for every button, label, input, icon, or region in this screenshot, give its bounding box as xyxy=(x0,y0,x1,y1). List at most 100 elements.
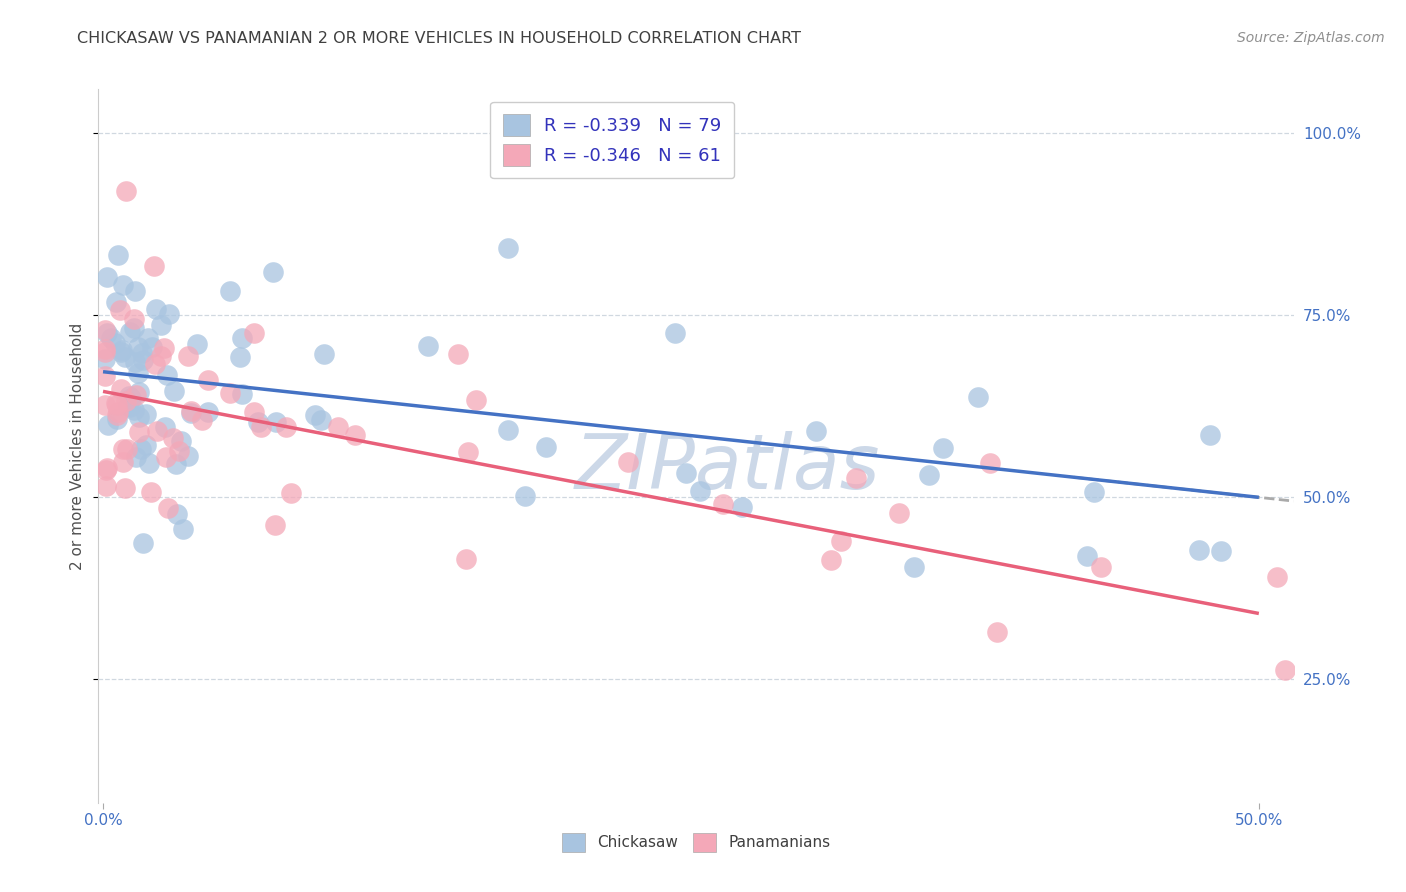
Point xyxy=(457,445,479,459)
Point xyxy=(1188,543,1211,558)
Point xyxy=(122,403,145,417)
Point xyxy=(280,486,302,500)
Point xyxy=(125,388,148,402)
Point xyxy=(114,481,136,495)
Point xyxy=(243,404,266,418)
Point xyxy=(830,534,852,549)
Point xyxy=(166,507,188,521)
Point xyxy=(986,624,1008,639)
Point xyxy=(118,325,141,339)
Point xyxy=(94,463,117,477)
Point xyxy=(114,350,136,364)
Point xyxy=(1076,549,1098,564)
Point xyxy=(731,500,754,514)
Point xyxy=(125,450,148,465)
Point xyxy=(496,423,519,437)
Point xyxy=(114,394,136,409)
Point xyxy=(617,455,640,469)
Point xyxy=(176,449,198,463)
Point xyxy=(94,345,117,359)
Point xyxy=(167,444,190,458)
Point xyxy=(243,326,266,340)
Point xyxy=(143,357,166,371)
Point xyxy=(110,382,132,396)
Point xyxy=(711,497,734,511)
Point xyxy=(170,434,193,448)
Point xyxy=(229,350,252,364)
Point xyxy=(1090,559,1112,574)
Point xyxy=(108,303,131,318)
Point xyxy=(246,416,269,430)
Point xyxy=(97,418,120,433)
Point xyxy=(122,312,145,326)
Point xyxy=(128,410,150,425)
Point xyxy=(163,384,186,398)
Point xyxy=(156,368,179,382)
Point xyxy=(129,442,152,456)
Point xyxy=(186,337,208,351)
Point xyxy=(262,265,284,279)
Point xyxy=(103,335,125,350)
Point xyxy=(107,248,129,262)
Point xyxy=(219,284,242,298)
Point xyxy=(139,485,162,500)
Point xyxy=(141,340,163,354)
Point xyxy=(887,506,910,520)
Point xyxy=(111,278,134,293)
Point xyxy=(94,323,117,337)
Point xyxy=(180,406,202,420)
Point xyxy=(343,428,366,442)
Point xyxy=(128,425,150,439)
Point xyxy=(152,341,174,355)
Point xyxy=(115,184,138,198)
Point xyxy=(309,413,332,427)
Point xyxy=(496,241,519,255)
Point xyxy=(845,471,868,485)
Point xyxy=(1265,570,1288,584)
Point xyxy=(111,343,134,358)
Point xyxy=(107,405,129,419)
Point xyxy=(447,347,470,361)
Text: ZIPatlas: ZIPatlas xyxy=(575,431,880,505)
Point xyxy=(162,431,184,445)
Point xyxy=(128,384,150,399)
Point xyxy=(124,285,146,299)
Point xyxy=(312,347,335,361)
Point xyxy=(111,442,134,456)
Point xyxy=(127,366,149,380)
Point xyxy=(328,419,350,434)
Point xyxy=(105,408,128,422)
Point xyxy=(177,349,200,363)
Point xyxy=(107,398,129,412)
Point xyxy=(456,551,478,566)
Point xyxy=(118,401,141,415)
Point xyxy=(135,438,157,452)
Point xyxy=(105,412,128,426)
Point xyxy=(100,331,122,345)
Point xyxy=(806,424,828,438)
Point xyxy=(534,440,557,454)
Y-axis label: 2 or more Vehicles in Household: 2 or more Vehicles in Household xyxy=(70,322,86,570)
Point xyxy=(94,352,117,367)
Point xyxy=(250,420,273,434)
Point xyxy=(105,294,128,309)
Point xyxy=(1199,427,1222,442)
Point xyxy=(149,349,172,363)
Point xyxy=(94,398,117,412)
Point xyxy=(1209,544,1232,558)
Text: Source: ZipAtlas.com: Source: ZipAtlas.com xyxy=(1237,31,1385,45)
Point xyxy=(157,501,180,516)
Point xyxy=(132,536,155,550)
Point xyxy=(219,385,242,400)
Point xyxy=(1083,484,1105,499)
Point xyxy=(122,321,145,335)
Point xyxy=(153,419,176,434)
Point xyxy=(96,461,118,475)
Point xyxy=(932,441,955,455)
Point xyxy=(118,389,141,403)
Point xyxy=(675,466,697,480)
Point xyxy=(820,553,842,567)
Point xyxy=(979,456,1001,470)
Point xyxy=(689,483,711,498)
Point xyxy=(150,318,173,332)
